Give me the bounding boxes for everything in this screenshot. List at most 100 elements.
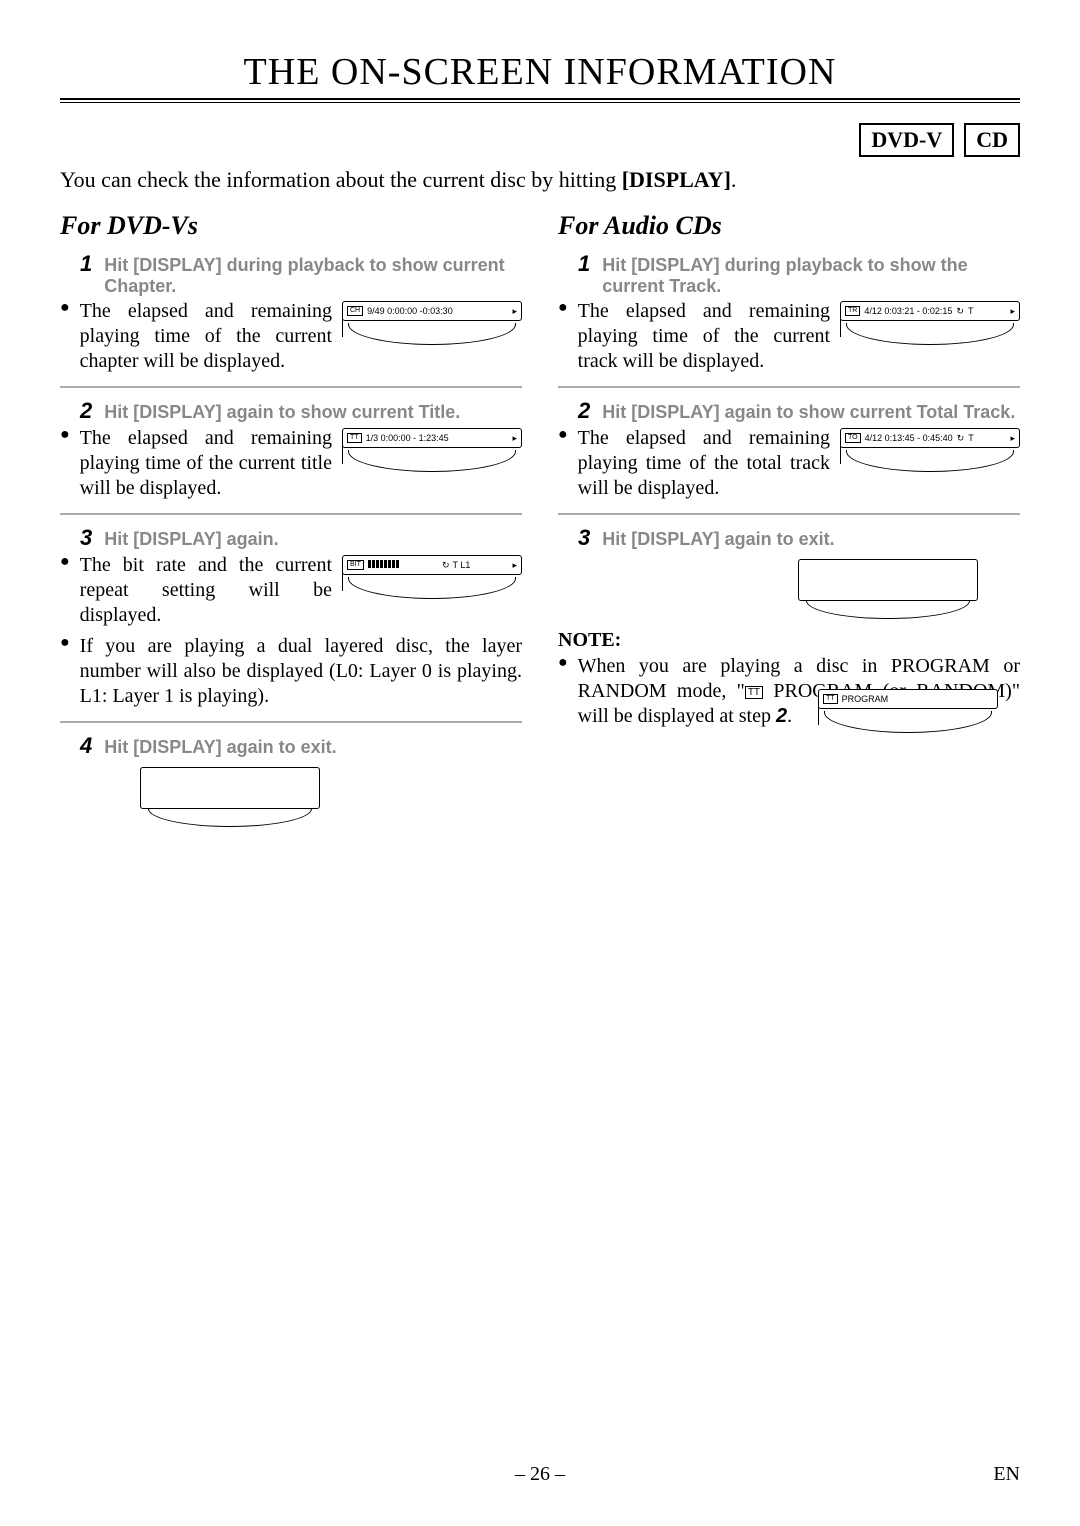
step-instruction: Hit [DISPLAY] again to exit. bbox=[602, 529, 834, 550]
osd-tag: TT bbox=[823, 694, 838, 704]
osd-right: ↻ T L1 bbox=[442, 560, 470, 571]
step-instruction: Hit [DISPLAY] during playback to show th… bbox=[602, 255, 1020, 297]
step-number: 1 bbox=[80, 251, 92, 277]
bullet-dot: ● bbox=[60, 426, 70, 444]
dvd-step3-bullet: ● The bit rate and the current repeat se… bbox=[60, 553, 522, 628]
step-divider bbox=[60, 513, 522, 515]
bitrate-bars-icon bbox=[368, 560, 400, 570]
step-instruction: Hit [DISPLAY] again. bbox=[104, 529, 278, 550]
page-title-wrap: THE ON-SCREEN INFORMATION bbox=[60, 50, 1020, 103]
step-number: 4 bbox=[80, 733, 92, 759]
osd-bitrate: BIT ↻ T L1 bbox=[342, 555, 522, 601]
note-heading: NOTE: bbox=[558, 629, 1020, 652]
dvd-step1-bullet: ● The elapsed and remaining playing time… bbox=[60, 299, 522, 374]
osd-tag: TO bbox=[845, 433, 861, 443]
osd-tag: CH bbox=[347, 306, 363, 316]
note-after: . bbox=[787, 705, 792, 727]
step-instruction: Hit [DISPLAY] during playback to show cu… bbox=[104, 255, 522, 297]
page-lang: EN bbox=[993, 1463, 1020, 1486]
title-underline bbox=[60, 102, 1020, 103]
osd-text: 1/3 0:00:00 - 1:23:45 bbox=[366, 433, 449, 443]
step-number: 3 bbox=[80, 525, 92, 551]
blank-screen bbox=[798, 559, 978, 619]
right-heading: For Audio CDs bbox=[558, 211, 1020, 241]
screen-curve bbox=[846, 323, 1014, 345]
osd-bar: BIT ↻ T L1 bbox=[342, 555, 522, 575]
osd-right-text: T L1 bbox=[453, 560, 471, 570]
bullet-text: The elapsed and remaining playing time o… bbox=[80, 426, 332, 501]
osd-text: PROGRAM bbox=[842, 694, 889, 704]
osd-tag: TT bbox=[347, 433, 362, 443]
dvd-step2: 2 Hit [DISPLAY] again to show current Ti… bbox=[80, 398, 522, 424]
bullet-text: The elapsed and remaining playing time o… bbox=[578, 426, 830, 501]
osd-bar: TR 4/12 0:03:21 - 0:02:15 ↻ T bbox=[840, 301, 1020, 321]
osd-tag: BIT bbox=[347, 560, 364, 570]
left-heading: For DVD-Vs bbox=[60, 211, 522, 241]
osd-rlabel: T bbox=[968, 306, 974, 316]
cd-step1-bullet: ● The elapsed and remaining playing time… bbox=[558, 299, 1020, 374]
osd-rlabel: T bbox=[968, 433, 974, 443]
bullet-dot: ● bbox=[60, 299, 70, 317]
step-number: 2 bbox=[578, 398, 590, 424]
screen-curve bbox=[348, 577, 516, 599]
dvd-step1: 1 Hit [DISPLAY] during playback to show … bbox=[80, 251, 522, 297]
osd-program: TT PROGRAM bbox=[818, 689, 998, 735]
cd-step2-bullet: ● The elapsed and remaining playing time… bbox=[558, 426, 1020, 501]
repeat-icon: ↻ bbox=[956, 306, 964, 317]
right-column: For Audio CDs 1 Hit [DISPLAY] during pla… bbox=[558, 211, 1020, 827]
step-divider bbox=[558, 513, 1020, 515]
step-divider bbox=[60, 721, 522, 723]
bullet-dot: ● bbox=[558, 299, 568, 317]
osd-text: 4/12 0:13:45 - 0:45:40 bbox=[865, 433, 953, 443]
screen-curve bbox=[846, 450, 1014, 472]
osd-tag: TR bbox=[845, 306, 860, 316]
bullet-text: The bit rate and the current repeat sett… bbox=[80, 553, 332, 628]
intro-suffix: . bbox=[731, 167, 737, 192]
blank-curve bbox=[806, 599, 970, 619]
bullet-dot: ● bbox=[558, 654, 568, 672]
step-number: 3 bbox=[578, 525, 590, 551]
osd-bar: TO 4/12 0:13:45 - 0:45:40 ↻ T bbox=[840, 428, 1020, 448]
badge-cd: CD bbox=[964, 123, 1020, 157]
badge-dvdv: DVD-V bbox=[859, 123, 954, 157]
osd-bar: TT 1/3 0:00:00 - 1:23:45 bbox=[342, 428, 522, 448]
bullet-dot: ● bbox=[60, 634, 70, 652]
intro-text: You can check the information about the … bbox=[60, 167, 1020, 193]
osd-bar: CH 9/49 0:00:00 -0:03:30 bbox=[342, 301, 522, 321]
dvd-step3: 3 Hit [DISPLAY] again. bbox=[80, 525, 522, 551]
blank-frame bbox=[798, 559, 978, 601]
step-divider bbox=[60, 386, 522, 388]
osd-title: TT 1/3 0:00:00 - 1:23:45 bbox=[342, 428, 522, 474]
repeat-icon: ↻ bbox=[957, 433, 965, 444]
step-number: 1 bbox=[578, 251, 590, 277]
cd-step1: 1 Hit [DISPLAY] during playback to show … bbox=[578, 251, 1020, 297]
step-divider bbox=[558, 386, 1020, 388]
bullet-text: If you are playing a dual layered disc, … bbox=[80, 634, 522, 709]
osd-bar: TT PROGRAM bbox=[818, 689, 998, 709]
blank-frame bbox=[140, 767, 320, 809]
intro-prefix: You can check the information about the … bbox=[60, 167, 622, 192]
osd-total: TO 4/12 0:13:45 - 0:45:40 ↻ T bbox=[840, 428, 1020, 474]
left-column: For DVD-Vs 1 Hit [DISPLAY] during playba… bbox=[60, 211, 522, 827]
bullet-text: The elapsed and remaining playing time o… bbox=[578, 299, 830, 374]
screen-curve bbox=[824, 711, 992, 733]
page-title: THE ON-SCREEN INFORMATION bbox=[60, 50, 1020, 100]
blank-screen bbox=[140, 767, 320, 827]
page-number: – 26 – bbox=[0, 1463, 1080, 1486]
screen-curve bbox=[348, 323, 516, 345]
cd-step3: 3 Hit [DISPLAY] again to exit. bbox=[578, 525, 1020, 551]
step-ref: 2 bbox=[776, 705, 787, 727]
step-instruction: Hit [DISPLAY] again to show current Tota… bbox=[602, 402, 1015, 423]
screen-curve bbox=[348, 450, 516, 472]
osd-track: TR 4/12 0:03:21 - 0:02:15 ↻ T bbox=[840, 301, 1020, 347]
dvd-step4: 4 Hit [DISPLAY] again to exit. bbox=[80, 733, 522, 759]
intro-bold: [DISPLAY] bbox=[622, 167, 731, 192]
step-instruction: Hit [DISPLAY] again to exit. bbox=[104, 737, 336, 758]
cd-step2: 2 Hit [DISPLAY] again to show current To… bbox=[578, 398, 1020, 424]
bullet-dot: ● bbox=[60, 553, 70, 571]
dvd-step2-bullet: ● The elapsed and remaining playing time… bbox=[60, 426, 522, 501]
osd-chapter: CH 9/49 0:00:00 -0:03:30 bbox=[342, 301, 522, 347]
step-instruction: Hit [DISPLAY] again to show current Titl… bbox=[104, 402, 460, 423]
content-columns: For DVD-Vs 1 Hit [DISPLAY] during playba… bbox=[60, 211, 1020, 827]
step-number: 2 bbox=[80, 398, 92, 424]
